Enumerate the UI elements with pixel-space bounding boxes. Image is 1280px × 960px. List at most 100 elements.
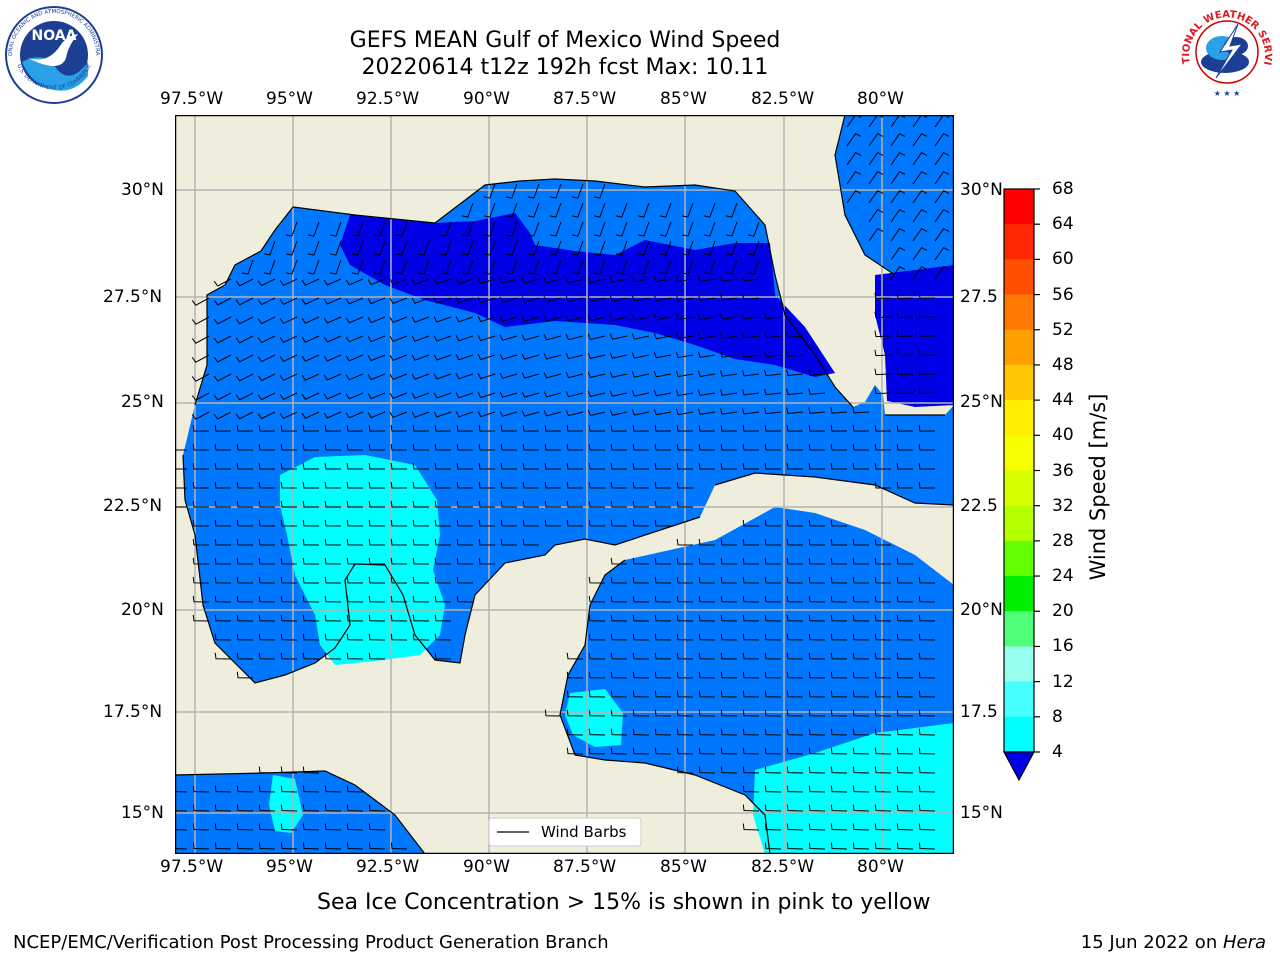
wind-barb — [236, 595, 254, 603]
wind-barb — [725, 240, 738, 256]
lon-label-top: 95°W — [266, 89, 313, 109]
wind-barb — [213, 373, 232, 382]
wind-barb — [653, 314, 672, 321]
wind-barb — [279, 335, 298, 344]
wind-barb — [681, 259, 694, 275]
wind-barb — [610, 557, 628, 565]
colorbar-band — [1004, 540, 1034, 577]
wind-barb — [505, 259, 518, 275]
wind-barb — [411, 411, 430, 418]
wind-barb — [214, 482, 231, 489]
wind-barb — [434, 576, 452, 584]
wind-barb — [500, 482, 517, 489]
wind-barb — [456, 482, 473, 489]
wind-barb — [764, 785, 782, 793]
wind-barb — [367, 373, 386, 381]
wind-barb — [852, 463, 869, 470]
wind-barb — [324, 614, 342, 622]
wind-barb — [874, 292, 892, 300]
wind-barb — [588, 500, 605, 508]
wind-barb — [236, 500, 253, 508]
wind-barb — [461, 240, 474, 256]
wind-barb — [934, 266, 950, 280]
map-frame — [175, 115, 954, 854]
wind-barb — [896, 482, 913, 489]
colorbar-band — [1004, 189, 1034, 225]
wind-barb — [566, 652, 584, 660]
wind-barb — [830, 538, 848, 546]
wind-barb — [659, 259, 672, 275]
wind-barb — [214, 785, 232, 793]
wind-barb — [565, 372, 584, 379]
wind-barb — [345, 411, 364, 419]
wind-barb — [742, 671, 760, 679]
wind-barb — [279, 316, 298, 325]
wind-barb — [587, 390, 606, 398]
wind-barb — [654, 519, 672, 527]
wind-barb — [697, 389, 716, 396]
wind-barb — [527, 240, 540, 256]
wind-barb — [280, 425, 298, 432]
wind-barb — [411, 316, 430, 323]
wind-barb — [302, 500, 319, 508]
wind-barb — [912, 228, 928, 242]
wind-barb — [390, 463, 407, 470]
wind-barb — [324, 557, 342, 565]
lon-label-top: 80°W — [857, 89, 904, 109]
wind-barb — [367, 297, 386, 305]
wind-barb — [742, 313, 760, 320]
wind-barb — [637, 221, 650, 237]
wind-barb — [654, 463, 671, 470]
wind-barb — [681, 202, 694, 218]
wind-barb — [742, 576, 760, 584]
wind-barb — [477, 277, 496, 285]
wind-barb — [764, 690, 782, 698]
wind-barb — [280, 804, 298, 812]
colorbar-band — [1004, 329, 1034, 366]
wind-barb — [874, 671, 892, 679]
wind-barb — [632, 482, 649, 489]
wind-barb — [896, 330, 914, 337]
wind-barb — [742, 823, 760, 831]
wind-barb — [698, 576, 716, 584]
wind-barb — [637, 259, 650, 275]
colorbar-tick-label: 36 — [1052, 460, 1074, 481]
wind-barb — [390, 538, 408, 546]
wind-barb — [411, 335, 430, 342]
wind-barb — [345, 297, 364, 305]
wind-barb — [874, 652, 892, 660]
wind-barb — [279, 278, 298, 287]
wind-barb — [808, 842, 826, 850]
wind-barb — [417, 259, 430, 275]
wind-barb — [412, 633, 430, 641]
wind-barb — [764, 823, 782, 831]
wind-barb — [846, 171, 862, 185]
wind-barb — [543, 334, 562, 341]
wind-barb — [439, 221, 452, 237]
wind-barb — [588, 747, 606, 755]
wind-barb — [279, 392, 298, 401]
wind-barb — [764, 804, 782, 812]
wind-barb — [477, 372, 496, 380]
wind-barb — [389, 316, 408, 324]
wind-barb — [390, 614, 408, 622]
wind-barb — [412, 595, 430, 603]
wind-barb — [654, 671, 672, 679]
wind-barb — [236, 425, 254, 432]
wind-barb — [609, 295, 628, 302]
wind-barb — [302, 444, 319, 451]
wind-barb — [368, 633, 386, 641]
wind-barb — [918, 614, 936, 622]
wind-barb — [324, 444, 341, 451]
wind-barb — [258, 595, 276, 603]
wind-barb — [874, 709, 892, 717]
wind-barb — [455, 297, 474, 304]
wind-barb — [852, 652, 870, 660]
colorbar-tick-label: 60 — [1052, 249, 1074, 270]
wind-barb — [675, 351, 694, 359]
wind-barb — [301, 278, 320, 286]
wind-barb — [830, 425, 848, 432]
wind-barb — [395, 259, 408, 275]
wind-barb — [192, 842, 210, 850]
wind-barb — [808, 407, 826, 414]
